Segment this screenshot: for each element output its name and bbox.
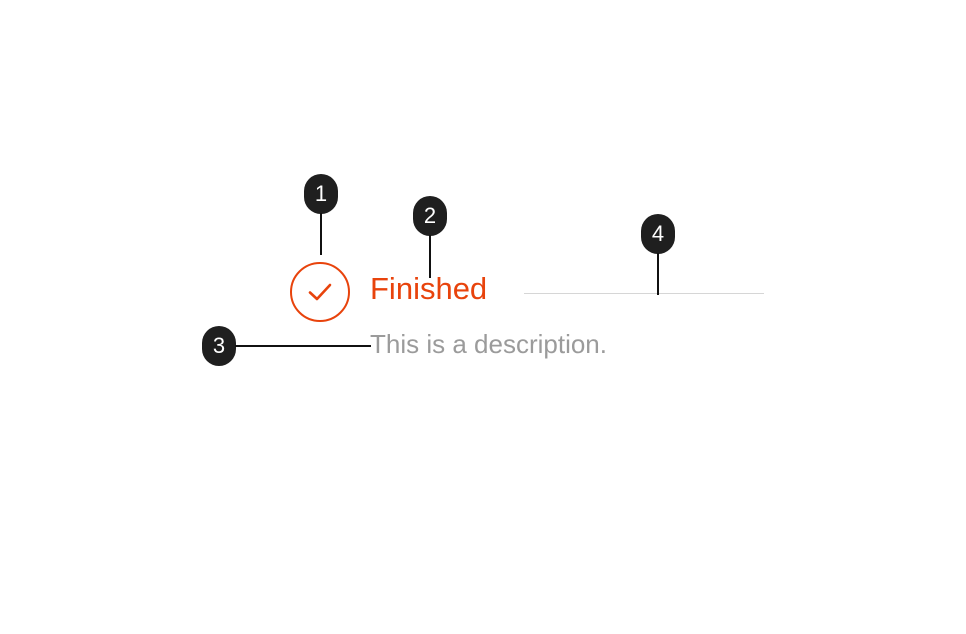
step-connector-line: [524, 293, 764, 294]
annotation-leader-4: [657, 253, 659, 295]
annotation-leader-3: [235, 345, 371, 347]
annotation-marker-3: 3: [202, 326, 236, 366]
check-icon: [308, 283, 332, 301]
step-status-icon: [290, 262, 350, 322]
annotation-leader-2: [429, 235, 431, 278]
annotation-marker-2: 2: [413, 196, 447, 236]
annotation-leader-1: [320, 213, 322, 255]
step-title: Finished: [370, 271, 488, 306]
step-description: This is a description.: [370, 329, 607, 359]
annotation-marker-4: 4: [641, 214, 675, 254]
annotation-marker-1: 1: [304, 174, 338, 214]
